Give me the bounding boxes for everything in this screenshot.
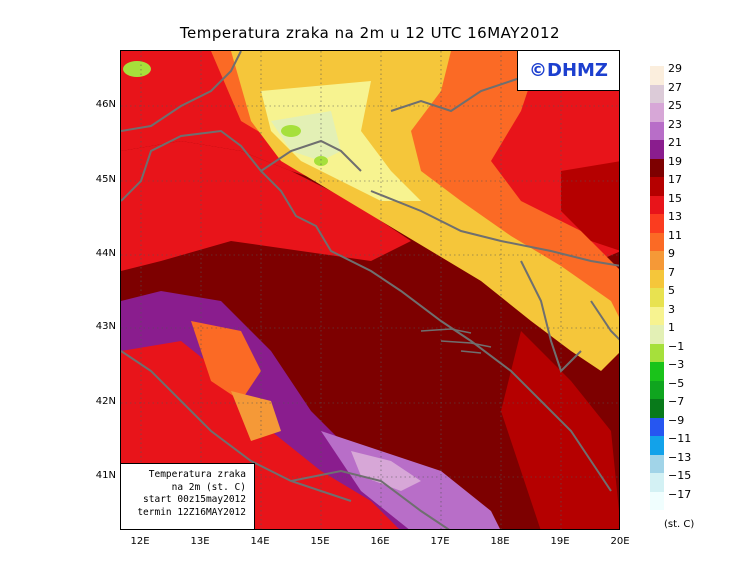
lon-label: 20E xyxy=(610,536,630,547)
green-spot xyxy=(281,125,301,137)
legend-swatch xyxy=(650,325,664,344)
west-warm-zone xyxy=(121,141,411,271)
legend-label: 3 xyxy=(668,302,675,316)
lat-label: 44N xyxy=(95,248,116,259)
graticule xyxy=(121,51,619,529)
legend-label: −5 xyxy=(668,376,685,390)
lon-label: 13E xyxy=(190,536,210,547)
legend-label: −9 xyxy=(668,413,685,427)
lon-label: 12E xyxy=(130,536,150,547)
legend-swatch xyxy=(650,399,664,418)
forecast-info-box: Temperatura zraka na 2m (st. C) start 00… xyxy=(121,463,255,529)
green-spot xyxy=(314,156,328,166)
info-line: Temperatura zraka xyxy=(148,469,246,480)
legend-label: −17 xyxy=(668,487,692,501)
legend-swatch xyxy=(650,454,664,473)
legend-swatch xyxy=(650,417,664,436)
legend-label: 23 xyxy=(668,117,682,131)
pale-zone xyxy=(261,81,421,201)
legend-label: −1 xyxy=(668,339,685,353)
temperature-map xyxy=(120,50,620,530)
legend-swatch xyxy=(650,288,664,307)
legend-label: 9 xyxy=(668,247,675,260)
legend-label: 29 xyxy=(668,62,682,75)
legend-label: −15 xyxy=(668,469,692,482)
lat-label: 45N xyxy=(95,174,116,185)
legend-swatch xyxy=(650,140,664,159)
southeast-zone xyxy=(501,331,619,529)
legend-swatch xyxy=(650,232,664,251)
legend-swatch xyxy=(650,66,664,85)
lilac-spot xyxy=(351,451,421,491)
lat-label: 43N xyxy=(95,321,116,332)
legend-swatch xyxy=(650,362,664,381)
legend-label: −11 xyxy=(668,432,692,445)
coastlines xyxy=(121,51,619,529)
legend-label: 13 xyxy=(668,210,682,223)
legend-swatch xyxy=(650,103,664,122)
legend-label: 27 xyxy=(668,80,682,94)
legend-label: 1 xyxy=(668,321,675,334)
legend-swatch xyxy=(650,343,664,362)
legend-swatch xyxy=(650,306,664,325)
lat-label: 41N xyxy=(95,470,116,481)
lat-label: 46N xyxy=(95,99,116,110)
legend-swatch xyxy=(650,380,664,399)
temperature-field xyxy=(121,51,619,529)
islands xyxy=(420,328,492,354)
east-zone xyxy=(561,161,619,251)
legend-swatch xyxy=(650,473,664,492)
legend-swatch xyxy=(650,177,664,196)
legend-swatch xyxy=(650,214,664,233)
legend-label: 7 xyxy=(668,265,675,279)
green-spot xyxy=(123,61,151,77)
legend-label: 15 xyxy=(668,191,682,205)
info-line: start 00z15may2012 xyxy=(143,494,246,505)
orange-patch xyxy=(231,391,281,441)
legend-swatch xyxy=(650,121,664,140)
legend-label: 17 xyxy=(668,173,682,186)
color-legend: 29 27 25 23 21 19 17 15 13 11 9 7 5 3 1 −1 −3 −5 −7 −9 −11 −1… xyxy=(650,62,740,566)
legend-swatch xyxy=(650,195,664,214)
legend-label: 21 xyxy=(668,136,682,149)
orange-patch xyxy=(191,321,261,401)
legend-label: 25 xyxy=(668,99,682,112)
legend-swatch xyxy=(650,436,664,455)
legend-label: −3 xyxy=(668,358,685,371)
legend-swatch xyxy=(650,269,664,288)
legend-swatch xyxy=(650,491,664,510)
legend-label: 19 xyxy=(668,154,682,168)
legend-units: (st. C) xyxy=(664,519,695,530)
info-line: termin 12Z16MAY2012 xyxy=(137,506,246,518)
legend-label: −13 xyxy=(668,450,692,464)
coldest-zone xyxy=(271,111,341,161)
dhmz-watermark: ©DHMZ xyxy=(517,51,619,91)
legend-swatch xyxy=(650,84,664,103)
legend-swatch xyxy=(650,158,664,177)
legend-swatch xyxy=(650,251,664,270)
lon-label: 14E xyxy=(250,536,270,547)
lon-label: 15E xyxy=(310,536,330,547)
lat-label: 42N xyxy=(95,396,116,407)
legend-label: 11 xyxy=(668,228,682,242)
lon-label: 18E xyxy=(490,536,510,547)
info-line: na 2m (st. C) xyxy=(171,481,246,493)
legend-label: 5 xyxy=(668,284,675,297)
map-title: Temperatura zraka na 2m u 12 UTC 16MAY20… xyxy=(179,24,561,42)
lon-label: 19E xyxy=(550,536,570,547)
legend-label: −7 xyxy=(668,395,685,408)
lon-label: 16E xyxy=(370,536,390,547)
lon-label: 17E xyxy=(430,536,450,547)
